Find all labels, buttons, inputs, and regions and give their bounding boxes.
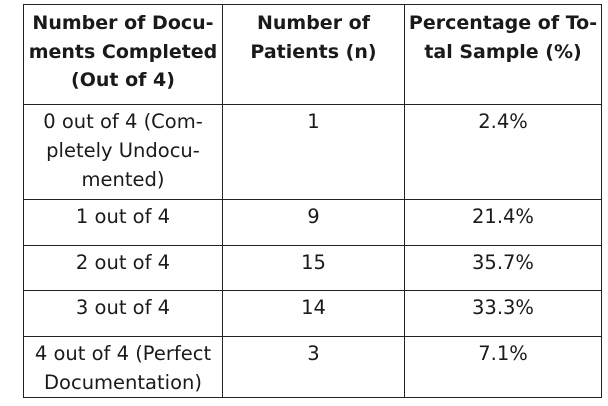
table-row: 1 out of 4 9 21.4% (23, 199, 602, 246)
cell-patients: 9 (222, 199, 405, 246)
table-row: 3 out of 4 14 33.3% (23, 290, 602, 337)
table-header-row: Number of Docu- ments Completed (Out of … (23, 4, 602, 105)
table-row: 2 out of 4 15 35.7% (23, 245, 602, 291)
cell-documents: 1 out of 4 (23, 199, 223, 246)
cell-patients: 1 (222, 104, 405, 200)
cell-patients: 14 (222, 290, 405, 337)
cell-percentage: 2.4% (404, 104, 602, 200)
cell-documents: 4 out of 4 (Perfect Documentation) (23, 336, 223, 398)
header-percentage: Percentage of To- tal Sample (%) (404, 4, 602, 105)
header-documents-completed: Number of Docu- ments Completed (Out of … (23, 4, 223, 105)
table-row: 0 out of 4 (Com- pletely Undocu- mented)… (23, 104, 602, 200)
cell-documents: 2 out of 4 (23, 245, 223, 291)
cell-documents: 3 out of 4 (23, 290, 223, 337)
header-number-of-patients: Number of Patients (n) (222, 4, 405, 105)
cell-percentage: 7.1% (404, 336, 602, 398)
cell-percentage: 35.7% (404, 245, 602, 291)
cell-documents: 0 out of 4 (Com- pletely Undocu- mented) (23, 104, 223, 200)
table-row: 4 out of 4 (Perfect Documentation) 3 7.1… (23, 336, 602, 398)
cell-patients: 15 (222, 245, 405, 291)
cell-percentage: 33.3% (404, 290, 602, 337)
cell-patients: 3 (222, 336, 405, 398)
cell-percentage: 21.4% (404, 199, 602, 246)
documentation-table: Number of Docu- ments Completed (Out of … (23, 4, 602, 398)
documentation-table-container: Number of Docu- ments Completed (Out of … (23, 4, 602, 398)
